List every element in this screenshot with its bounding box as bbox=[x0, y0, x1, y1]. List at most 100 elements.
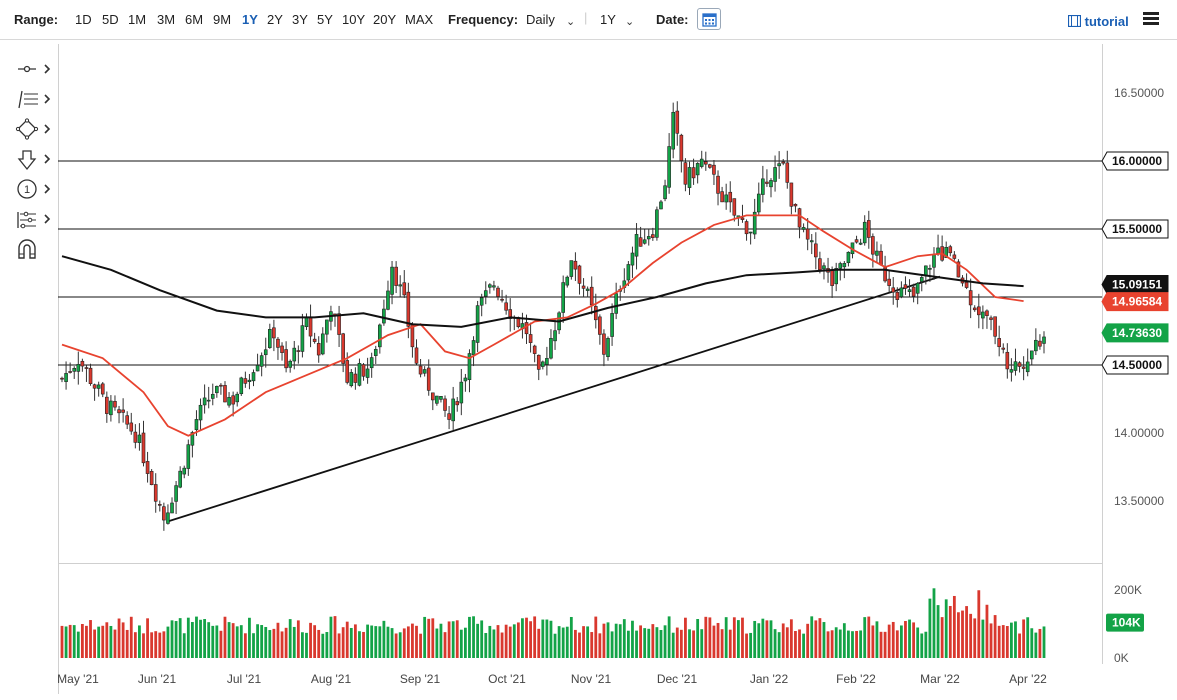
volume-bar bbox=[349, 627, 353, 658]
fibonacci-tool-icon[interactable] bbox=[14, 88, 54, 112]
tutorial-label: tutorial bbox=[1084, 14, 1129, 29]
volume-bar bbox=[692, 630, 695, 658]
arrow-tool-icon[interactable] bbox=[14, 148, 54, 172]
period-select[interactable]: 1Y bbox=[600, 12, 616, 27]
candle-body bbox=[378, 324, 382, 348]
volume-bar bbox=[765, 620, 769, 658]
candle-body bbox=[756, 193, 761, 213]
film-icon bbox=[1067, 14, 1082, 28]
range-button-20y[interactable]: 20Y bbox=[373, 12, 397, 27]
candle-body bbox=[162, 506, 166, 521]
range-button-5d[interactable]: 5D bbox=[102, 12, 119, 27]
hamburger-menu-icon[interactable] bbox=[1143, 12, 1159, 26]
volume-bar bbox=[463, 627, 467, 658]
volume-bar bbox=[944, 599, 948, 658]
measure-tool-icon[interactable] bbox=[14, 208, 54, 232]
candle-body bbox=[915, 282, 920, 294]
volume-bar bbox=[952, 595, 956, 658]
candle-body bbox=[724, 194, 728, 203]
volume-bar bbox=[675, 627, 679, 658]
volume-bar bbox=[785, 627, 789, 658]
volume-bar bbox=[940, 617, 944, 658]
volume-bar bbox=[260, 625, 264, 658]
candle-body bbox=[911, 286, 916, 297]
calendar-button[interactable] bbox=[697, 8, 721, 30]
candle-body bbox=[919, 277, 924, 282]
range-button-9m[interactable]: 9M bbox=[213, 12, 232, 27]
volume-bar bbox=[345, 621, 349, 658]
candle-body bbox=[113, 401, 117, 408]
volume-bar bbox=[920, 633, 924, 658]
frequency-chevron-icon[interactable]: ⌄ bbox=[566, 16, 576, 28]
volume-bar bbox=[174, 621, 178, 658]
volume-bar bbox=[419, 633, 422, 658]
annotation-tool-icon[interactable]: 1 bbox=[14, 178, 54, 202]
volume-bar bbox=[60, 625, 64, 658]
candle-body bbox=[190, 432, 195, 446]
range-button-6m[interactable]: 6M bbox=[185, 12, 204, 27]
frequency-select[interactable]: Daily bbox=[526, 12, 555, 27]
volume-bar bbox=[708, 617, 712, 658]
x-tick-label: Jun '21 bbox=[138, 672, 177, 686]
price-tag-label: 14.50000 bbox=[1112, 358, 1162, 372]
range-button-10y[interactable]: 10Y bbox=[342, 12, 366, 27]
candle-body bbox=[866, 220, 871, 238]
volume-tick-label: 200K bbox=[1114, 583, 1142, 597]
volume-bar bbox=[305, 632, 308, 658]
volume-bar bbox=[561, 627, 565, 658]
horizontal-levels bbox=[58, 160, 1102, 366]
range-button-5y[interactable]: 5Y bbox=[317, 12, 333, 27]
volume-bar bbox=[908, 619, 911, 658]
volume-bar bbox=[537, 628, 541, 658]
volume-bar bbox=[353, 624, 357, 658]
volume-bar bbox=[317, 629, 321, 658]
candle-body bbox=[785, 162, 790, 183]
range-button-1m[interactable]: 1M bbox=[128, 12, 147, 27]
candle-body bbox=[430, 392, 435, 401]
volume-bar bbox=[76, 631, 80, 658]
candle-body bbox=[149, 471, 154, 486]
magnet-tool-icon[interactable] bbox=[14, 238, 54, 262]
volume-bar bbox=[439, 623, 443, 658]
volume-bar bbox=[476, 623, 480, 658]
volume-bar bbox=[203, 619, 207, 658]
volume-bar bbox=[981, 619, 985, 658]
volume-bar bbox=[492, 629, 496, 658]
candle-body bbox=[834, 268, 838, 285]
volume-bar bbox=[639, 625, 643, 658]
volume-bar bbox=[411, 623, 414, 658]
volume-bar bbox=[606, 622, 610, 658]
volume-bar bbox=[720, 629, 724, 658]
range-button-1d[interactable]: 1D bbox=[75, 12, 92, 27]
range-button-max[interactable]: MAX bbox=[405, 12, 434, 27]
volume-bar bbox=[113, 629, 117, 658]
candle-body bbox=[638, 237, 643, 247]
volume-bar bbox=[724, 617, 728, 658]
range-button-1y[interactable]: 1Y bbox=[242, 12, 258, 27]
x-tick-label: May '21 bbox=[57, 672, 99, 686]
shape-tool-icon[interactable] bbox=[14, 118, 54, 142]
x-tick-label: Jan '22 bbox=[750, 672, 789, 686]
volume-bar bbox=[973, 618, 977, 658]
volume-bar bbox=[325, 632, 329, 658]
candle-body bbox=[414, 347, 419, 364]
candle-body bbox=[1013, 361, 1018, 371]
tutorial-link[interactable]: tutorial bbox=[1067, 14, 1129, 29]
date-label: Date: bbox=[656, 12, 689, 27]
range-button-2y[interactable]: 2Y bbox=[267, 12, 283, 27]
candle-body bbox=[545, 358, 549, 365]
candle-body bbox=[646, 236, 651, 240]
candle-body bbox=[691, 167, 696, 179]
range-button-3m[interactable]: 3M bbox=[157, 12, 176, 27]
crosshair-tool-icon[interactable] bbox=[14, 58, 54, 82]
volume-bar bbox=[749, 632, 753, 658]
volume-bar bbox=[496, 625, 500, 658]
candle-body bbox=[451, 398, 455, 422]
volume-bar bbox=[789, 619, 793, 658]
candle-body bbox=[699, 158, 704, 167]
period-chevron-icon[interactable]: ⌄ bbox=[625, 16, 635, 28]
candle-body bbox=[398, 284, 402, 287]
range-button-3y[interactable]: 3Y bbox=[292, 12, 308, 27]
volume-bar bbox=[651, 624, 655, 658]
